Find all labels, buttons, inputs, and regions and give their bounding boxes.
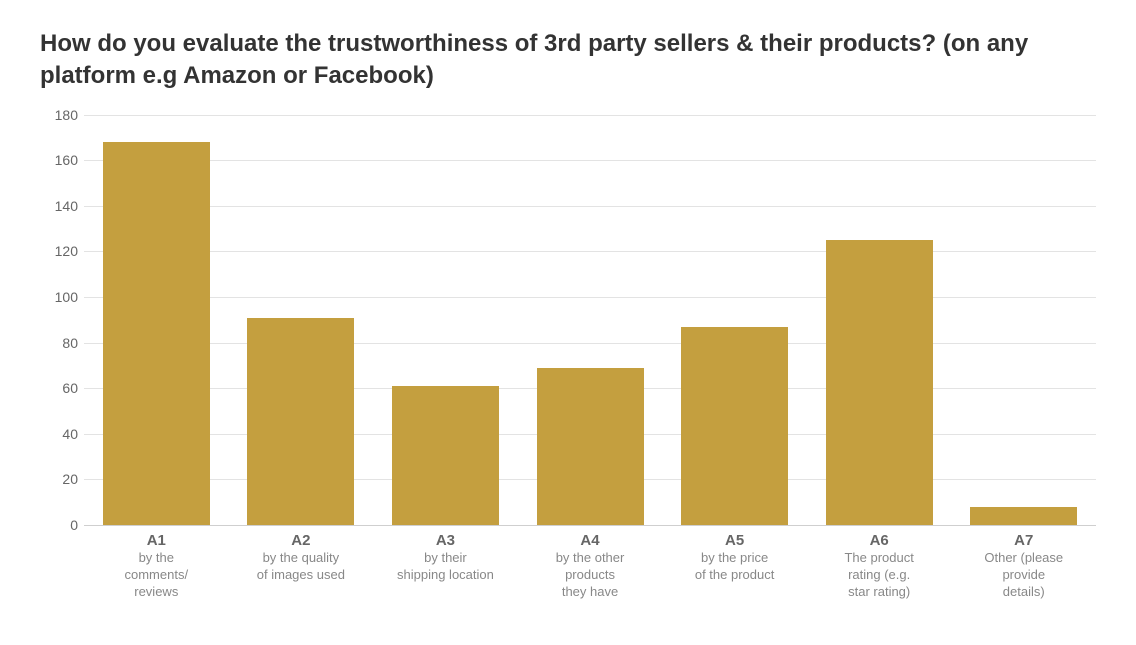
bar-slot xyxy=(84,115,229,525)
grid-line xyxy=(84,525,1096,526)
x-label-code: A1 xyxy=(88,531,225,551)
bar xyxy=(103,142,210,525)
x-label-sub: Other (please provide details) xyxy=(955,550,1092,601)
bar-slot xyxy=(951,115,1096,525)
x-label-code: A2 xyxy=(233,531,370,551)
x-label-sub: by the other products they have xyxy=(522,550,659,601)
bar xyxy=(537,368,644,525)
bar-slot xyxy=(662,115,807,525)
x-label: A7Other (please provide details) xyxy=(951,531,1096,601)
x-axis-spacer xyxy=(40,525,84,601)
x-axis-labels-row: A1by the comments/ reviewsA2by the quali… xyxy=(40,525,1096,601)
x-label-code: A3 xyxy=(377,531,514,551)
bar xyxy=(970,507,1077,525)
chart-title: How do you evaluate the trustworthiness … xyxy=(40,28,1096,93)
x-label-code: A4 xyxy=(522,531,659,551)
x-label: A5by the price of the product xyxy=(662,531,807,601)
bar-slot xyxy=(518,115,663,525)
bar xyxy=(392,386,499,525)
x-label: A3by their shipping location xyxy=(373,531,518,601)
bar-slot xyxy=(807,115,952,525)
x-label-sub: The product rating (e.g. star rating) xyxy=(811,550,948,601)
chart-frame: How do you evaluate the trustworthiness … xyxy=(0,0,1136,645)
x-label: A4by the other products they have xyxy=(518,531,663,601)
x-label: A6The product rating (e.g. star rating) xyxy=(807,531,952,601)
chart-area: 020406080100120140160180 xyxy=(40,115,1096,525)
bars-container xyxy=(84,115,1096,525)
x-label-code: A7 xyxy=(955,531,1092,551)
x-label-sub: by their shipping location xyxy=(377,550,514,584)
x-label: A1by the comments/ reviews xyxy=(84,531,229,601)
x-label-sub: by the comments/ reviews xyxy=(88,550,225,601)
bar xyxy=(826,240,933,525)
bar-slot xyxy=(373,115,518,525)
x-label-code: A6 xyxy=(811,531,948,551)
plot-area xyxy=(84,115,1096,525)
y-axis: 020406080100120140160180 xyxy=(40,115,84,525)
bar-slot xyxy=(229,115,374,525)
x-label-code: A5 xyxy=(666,531,803,551)
x-axis-labels: A1by the comments/ reviewsA2by the quali… xyxy=(84,531,1096,601)
x-label-sub: by the quality of images used xyxy=(233,550,370,584)
x-label: A2by the quality of images used xyxy=(229,531,374,601)
bar xyxy=(681,327,788,525)
bar xyxy=(247,318,354,525)
x-label-sub: by the price of the product xyxy=(666,550,803,584)
